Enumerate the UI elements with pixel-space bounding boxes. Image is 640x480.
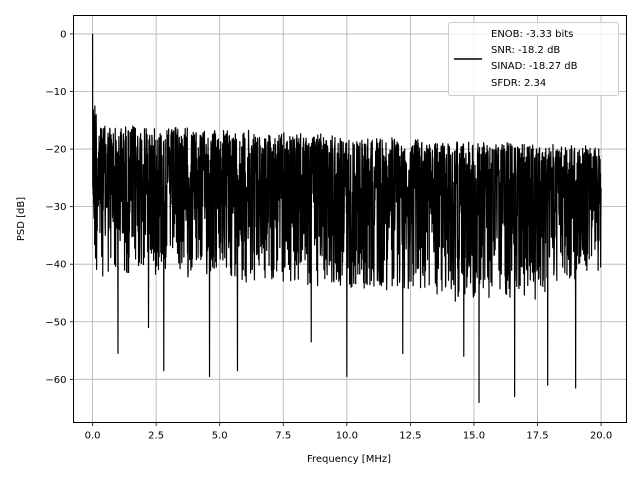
series-psd <box>91 33 602 403</box>
legend-box <box>448 22 619 96</box>
psd-line <box>91 33 602 403</box>
legend-line-snr: SNR: -18.2 dB <box>491 45 560 56</box>
x-tick-label: 10.0 <box>336 431 358 442</box>
x-tick-label: 7.5 <box>275 431 291 442</box>
y-tick-label: −40 <box>45 260 66 271</box>
x-tick-label: 2.5 <box>148 431 164 442</box>
x-tick-label: 5.0 <box>212 431 228 442</box>
x-tick-label: 15.0 <box>463 431 485 442</box>
y-tick-label: −60 <box>45 375 66 386</box>
y-tick-label: −50 <box>45 317 66 328</box>
x-axis: 0.0 2.5 5.0 7.5 10.0 12.5 15.0 17.5 20.0 <box>85 422 612 442</box>
legend-line-sfdr: SFDR: 2.34 <box>491 78 546 89</box>
legend-line-sinad: SINAD: -18.27 dB <box>491 61 578 72</box>
y-tick-label: 0 <box>60 29 66 40</box>
x-tick-label: 17.5 <box>526 431 548 442</box>
y-tick-label: −20 <box>45 145 66 156</box>
x-tick-label: 0.0 <box>85 431 101 442</box>
legend: ENOB: -3.33 bits SNR: -18.2 dB SINAD: -1… <box>448 22 619 96</box>
y-axis: 0 −10 −20 −30 −40 −50 −60 <box>45 29 74 386</box>
x-tick-label: 12.5 <box>399 431 421 442</box>
x-tick-label: 20.0 <box>590 431 612 442</box>
plot-frame <box>73 15 627 423</box>
y-axis-title: PSD [dB] <box>16 197 27 241</box>
x-axis-title: Frequency [MHz] <box>307 454 391 465</box>
legend-line-enob: ENOB: -3.33 bits <box>491 29 573 40</box>
y-tick-label: −10 <box>45 87 66 98</box>
y-tick-label: −30 <box>45 202 66 213</box>
